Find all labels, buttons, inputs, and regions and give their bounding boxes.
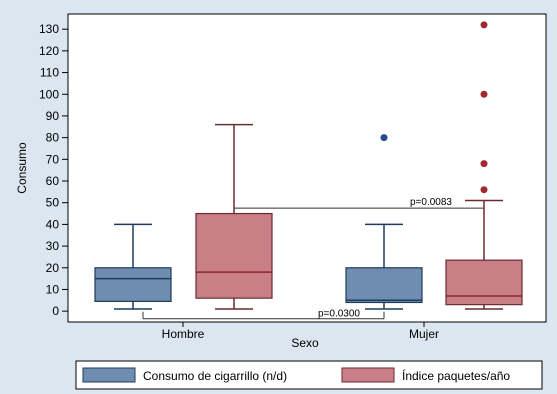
p-value-label: p=0.0083 (410, 197, 452, 208)
box-1-0 (195, 123, 273, 310)
outlier-point (380, 134, 388, 142)
box-0-1 (345, 134, 423, 310)
y-tick-label: 20 (46, 261, 60, 275)
y-tick-label: 90 (46, 109, 60, 123)
y-tick-label: 120 (39, 44, 59, 58)
box-iqr (94, 267, 172, 302)
p-value-label: p=0.0300 (318, 309, 360, 320)
y-tick-label: 50 (46, 196, 60, 210)
x-axis: Hombre Mujer (162, 322, 439, 341)
y-tick-label: 40 (46, 217, 60, 231)
legend-label-cigarrillo: Consumo de cigarrillo (n/d) (143, 369, 287, 383)
y-axis-title: Consumo (15, 142, 29, 194)
box-iqr (445, 259, 523, 306)
box-1-1 (445, 21, 523, 310)
legend: Consumo de cigarrillo (n/d) Índice paque… (75, 360, 543, 390)
y-tick-label: 100 (39, 87, 59, 101)
x-tick-label: Hombre (162, 327, 205, 341)
x-tick-label: Mujer (409, 327, 439, 341)
box-0-0 (94, 223, 172, 310)
y-tick-label: 130 (39, 22, 59, 36)
y-tick-label: 80 (46, 131, 60, 145)
y-tick-label: 110 (40, 66, 59, 80)
boxes (94, 21, 523, 310)
outlier-point (480, 21, 488, 29)
box-iqr (345, 267, 423, 304)
outlier-point (480, 186, 488, 194)
legend-swatch-paquetes (341, 367, 395, 383)
x-axis-title: Sexo (291, 336, 319, 350)
legend-frame (75, 360, 543, 390)
y-tick-label: 10 (46, 282, 60, 296)
y-tick-label: 0 (52, 304, 59, 318)
legend-swatch-cigarrillo (82, 367, 136, 383)
outlier-point (480, 90, 488, 98)
y-axis: 0 10 20 30 40 50 60 70 80 90 100 110 120 130 (39, 22, 68, 318)
outlier-point (480, 160, 488, 168)
legend-label-paquetes: Índice paquetes/año (402, 368, 510, 383)
box-iqr (195, 212, 273, 299)
y-tick-label: 60 (46, 174, 60, 188)
y-tick-label: 30 (46, 239, 60, 253)
y-tick-label: 70 (46, 152, 60, 166)
